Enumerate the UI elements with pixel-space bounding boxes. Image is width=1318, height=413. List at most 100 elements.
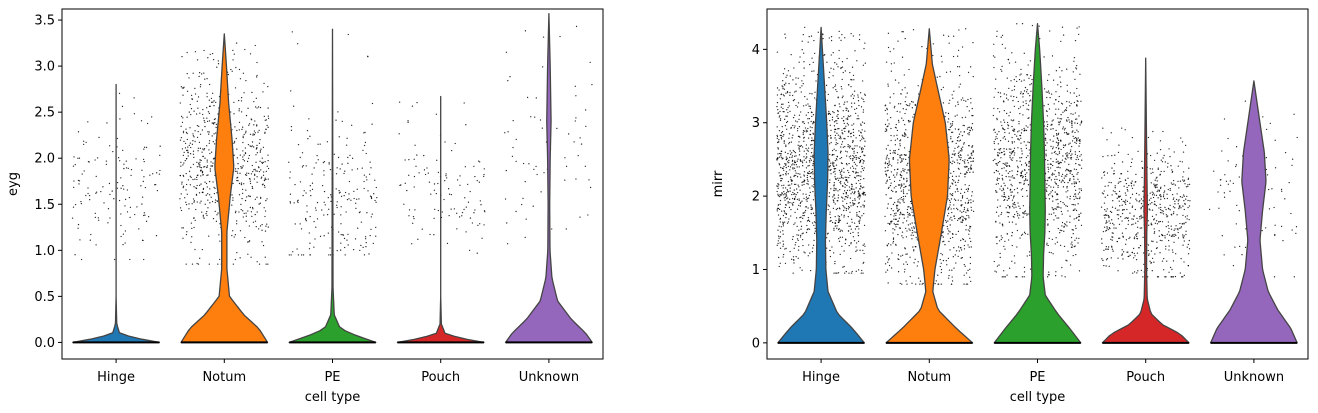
jitter-point: [911, 209, 913, 211]
jitter-point: [841, 33, 843, 36]
jitter-point: [370, 197, 373, 200]
jitter-point: [862, 136, 864, 139]
jitter-point: [807, 41, 809, 43]
jitter-point: [1020, 68, 1022, 71]
jitter-point: [784, 37, 787, 39]
jitter-point: [199, 84, 202, 86]
jitter-point: [1071, 145, 1073, 148]
jitter-point: [849, 202, 851, 204]
jitter-point: [799, 202, 801, 204]
jitter-point: [267, 263, 269, 265]
jitter-point: [72, 165, 75, 167]
jitter-point: [1057, 132, 1060, 135]
jitter-point: [837, 272, 840, 274]
jitter-point: [898, 184, 900, 186]
jitter-point: [782, 174, 784, 176]
jitter-point: [841, 117, 843, 120]
jitter-point: [779, 236, 781, 238]
jitter-point: [843, 206, 845, 208]
jitter-point: [779, 118, 782, 120]
jitter-point: [788, 159, 790, 162]
jitter-point: [905, 104, 908, 106]
jitter-point: [584, 109, 587, 111]
jitter-point: [1027, 126, 1029, 128]
jitter-point: [811, 222, 814, 224]
jitter-point: [217, 63, 220, 65]
jitter-point: [891, 252, 893, 254]
jitter-point: [1029, 124, 1031, 126]
jitter-point: [260, 196, 262, 199]
jitter-point: [799, 205, 802, 207]
jitter-point: [242, 165, 244, 167]
jitter-point: [1069, 105, 1071, 107]
jitter-point: [848, 206, 850, 209]
jitter-point: [362, 246, 364, 249]
jitter-point: [189, 153, 192, 155]
jitter-point: [190, 241, 192, 244]
jitter-point: [252, 221, 255, 223]
jitter-point: [844, 145, 846, 148]
jitter-point: [786, 161, 789, 163]
jitter-point: [829, 143, 831, 145]
jitter-point: [264, 161, 266, 163]
jitter-point: [264, 177, 266, 179]
jitter-point: [1008, 239, 1010, 241]
jitter-point: [1004, 163, 1006, 165]
jitter-point: [957, 246, 960, 248]
jitter-point: [1047, 171, 1049, 173]
jitter-point: [802, 133, 804, 136]
jitter-point: [241, 188, 244, 191]
jitter-point: [260, 148, 262, 150]
jitter-point: [254, 174, 256, 176]
jitter-point: [1059, 122, 1061, 124]
jitter-point: [1079, 196, 1081, 198]
jitter-point: [456, 179, 459, 181]
jitter-point: [786, 128, 788, 130]
jitter-point: [251, 91, 253, 94]
jitter-point: [854, 50, 856, 52]
jitter-point: [811, 147, 813, 150]
jitter-point: [413, 186, 415, 188]
jitter-point: [1047, 159, 1049, 162]
jitter-point: [957, 179, 960, 181]
jitter-point: [1078, 181, 1080, 183]
jitter-point: [782, 107, 784, 110]
jitter-point: [999, 149, 1001, 151]
jitter-point: [796, 160, 798, 162]
jitter-point: [187, 146, 189, 148]
jitter-point: [789, 201, 791, 204]
jitter-point: [1066, 221, 1068, 223]
jitter-point: [955, 233, 957, 236]
jitter-point: [794, 155, 796, 157]
jitter-point: [120, 224, 122, 227]
jitter-point: [1075, 181, 1077, 183]
jitter-point: [254, 132, 256, 134]
jitter-point: [182, 87, 185, 89]
jitter-point: [565, 228, 567, 230]
jitter-point: [219, 240, 221, 242]
jitter-point: [78, 180, 81, 182]
jitter-point: [885, 175, 888, 177]
jitter-point: [854, 108, 856, 111]
jitter-point: [861, 215, 863, 217]
jitter-point: [861, 150, 864, 153]
jitter-point: [851, 270, 853, 273]
jitter-point: [459, 184, 461, 186]
jitter-point: [179, 102, 181, 104]
jitter-point: [198, 184, 201, 187]
jitter-point: [524, 30, 527, 32]
jitter-point: [781, 192, 783, 195]
jitter-point: [236, 179, 238, 182]
jitter-point: [802, 214, 804, 217]
jitter-point: [1048, 177, 1051, 179]
jitter-point: [363, 132, 365, 134]
jitter-point: [901, 117, 903, 119]
jitter-point: [323, 160, 326, 163]
jitter-point: [834, 131, 836, 133]
jitter-point: [256, 261, 258, 263]
jitter-point: [210, 151, 213, 153]
jitter-point: [1018, 123, 1020, 125]
jitter-point: [952, 183, 954, 185]
jitter-point: [889, 163, 891, 166]
jitter-point: [1053, 103, 1055, 105]
